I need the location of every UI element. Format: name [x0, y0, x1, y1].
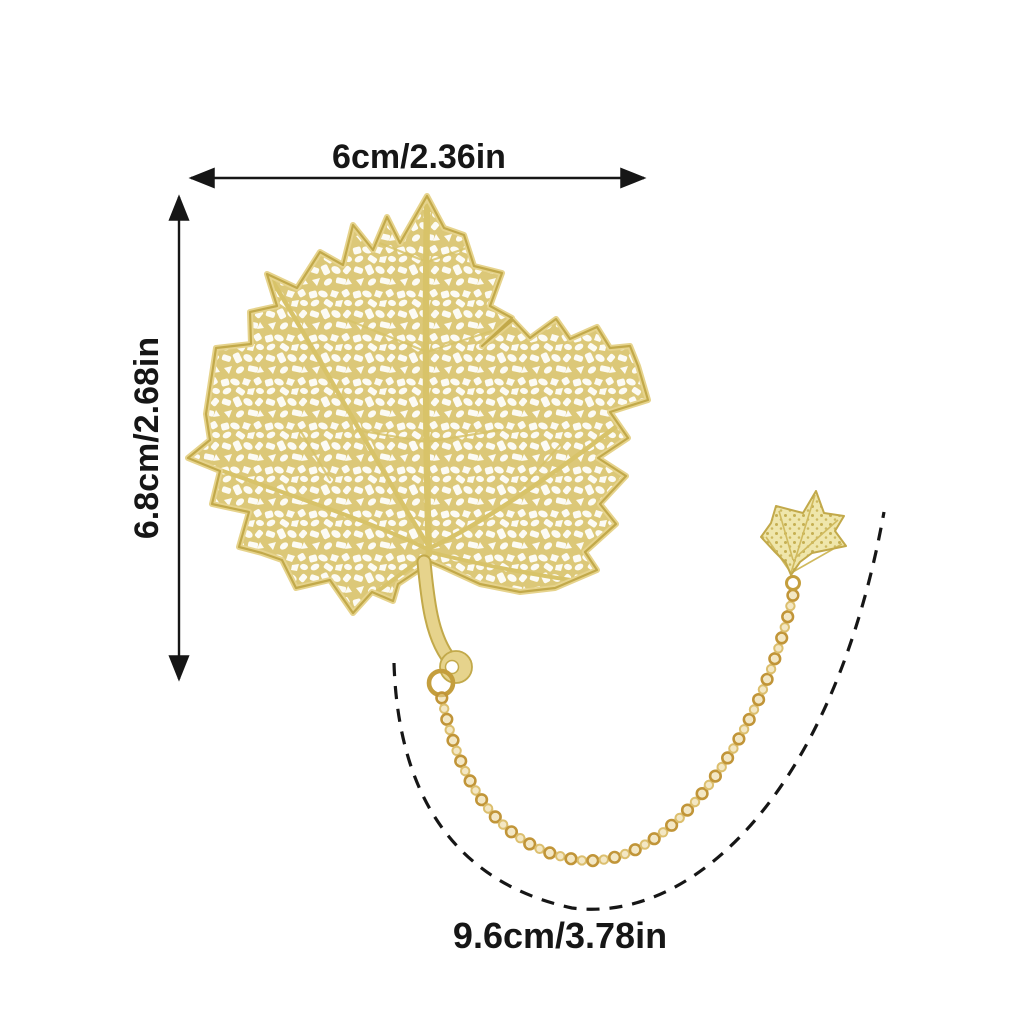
chain-link	[716, 761, 727, 773]
chain-link	[564, 852, 578, 866]
chain-link	[515, 833, 526, 844]
chain-link	[785, 600, 796, 612]
chain	[435, 588, 800, 868]
chain-link	[657, 827, 669, 838]
chain-link	[576, 855, 588, 866]
chain-link	[488, 810, 502, 824]
chain-link	[708, 769, 723, 783]
chain-link	[775, 631, 789, 645]
chain-link	[619, 848, 631, 860]
maple-leaf-veins	[191, 203, 648, 610]
chain-link	[504, 825, 519, 839]
chain-link	[523, 837, 537, 851]
chain-link	[534, 843, 545, 854]
chain-link	[555, 851, 566, 862]
chain-link	[628, 843, 642, 857]
chain-link	[463, 774, 477, 788]
chain-link	[446, 733, 460, 748]
chain-link	[451, 745, 462, 756]
height-dimension-label: 6.8cm/2.68in	[128, 337, 166, 539]
chain-link	[440, 712, 454, 726]
chain-link	[664, 818, 679, 832]
chain-link	[720, 751, 735, 765]
chain-link	[482, 803, 494, 814]
chain-link	[768, 652, 782, 666]
chain-link	[475, 793, 489, 807]
chain-link	[647, 832, 661, 846]
ivy-leaf-charm	[760, 490, 847, 591]
chain-link	[732, 732, 746, 746]
width-dimension: 6cm/2.36in	[188, 138, 647, 189]
leaf-stem	[416, 554, 473, 684]
stem-loop-hole	[444, 659, 460, 675]
chain-link	[757, 684, 769, 695]
width-dimension-label: 6cm/2.36in	[332, 138, 506, 176]
charm-ring	[785, 575, 801, 591]
chain-link	[674, 812, 685, 824]
chain-length-dashed-guide	[392, 511, 886, 911]
chain-link	[728, 743, 739, 754]
chain-link	[607, 850, 622, 864]
chain-link	[695, 786, 709, 801]
chain-link	[435, 691, 449, 705]
chain-link	[497, 819, 509, 830]
height-dimension: 6.8cm/2.68in	[128, 194, 190, 682]
chain-link	[738, 724, 750, 735]
chain-link	[543, 846, 557, 860]
chain-link	[454, 754, 468, 768]
chain-links	[435, 588, 800, 868]
chain-link	[444, 724, 455, 736]
ivy-leaf-outline	[760, 490, 847, 576]
chain-link	[439, 703, 450, 714]
maple-leaf-bookmark	[188, 196, 648, 613]
chain-link	[781, 610, 795, 624]
chain-link	[703, 779, 715, 791]
chain-link	[765, 663, 777, 675]
chain-link	[751, 692, 766, 707]
chain-link	[760, 672, 774, 686]
chain-link	[470, 785, 481, 796]
chain-link	[689, 796, 701, 808]
chain-link	[460, 765, 471, 777]
chain-link	[639, 839, 651, 850]
chain-link	[598, 854, 609, 865]
chain-length-label: 9.6cm/3.78in	[453, 915, 667, 956]
chain-link	[779, 622, 790, 633]
chain-link	[748, 704, 760, 715]
chain-link	[586, 853, 600, 868]
chain-link	[680, 803, 695, 817]
chain-link	[742, 712, 756, 727]
chain-link	[773, 643, 784, 654]
